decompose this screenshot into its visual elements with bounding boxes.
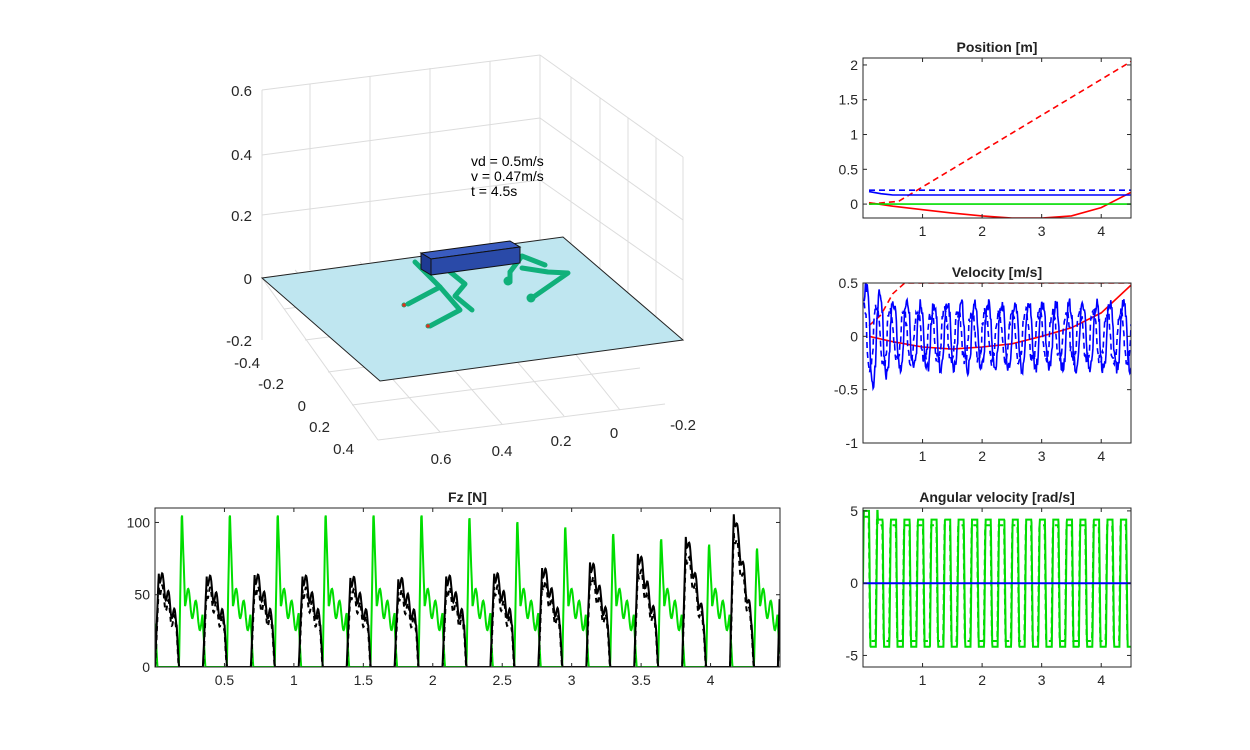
x-tick: 0.4	[492, 443, 513, 460]
x-tick-label: 1.5	[354, 672, 374, 688]
x-tick-label: 4	[1097, 223, 1105, 239]
robot-3d-scene[interactable]: vd = 0.5m/s v = 0.47m/s t = 4.5s 0.6 0.4…	[226, 54, 696, 468]
x-tick-label: 2.5	[492, 672, 512, 688]
y-tick-label: 0	[850, 196, 858, 212]
x-tick-label: 3	[1038, 223, 1046, 239]
axes-box	[862, 282, 1132, 444]
y-tick-label: -0.5	[834, 382, 858, 398]
plot-title: Angular velocity [rad/s]	[919, 489, 1075, 505]
axes-box	[154, 507, 781, 668]
y-tick-label: 100	[127, 514, 151, 530]
x-tick-label: 1	[919, 448, 927, 464]
x-tick-label: 3	[568, 672, 576, 688]
x-tick-label: 2	[978, 448, 986, 464]
z-axis-ticks: 0.6 0.4 0.2 0 -0.2	[226, 83, 252, 350]
x-tick-label: 3.5	[631, 672, 651, 688]
velocity-annotation: vd = 0.5m/s v = 0.47m/s t = 4.5s	[471, 153, 544, 199]
y-tick: -0.2	[258, 376, 284, 393]
y-axis-ticks: -0.4 -0.2 0 0.2 0.4	[234, 355, 354, 458]
fz-plot[interactable]: 0.5 1 1.5 2 2.5 3 3.5 4 0 50 100 Fz [N]	[127, 489, 781, 688]
annotation-t: t = 4.5s	[471, 183, 517, 199]
z-tick: 0.2	[231, 208, 252, 225]
x-tick-label: 3	[1038, 448, 1046, 464]
leg-front-right	[507, 253, 548, 275]
axes-box	[862, 57, 1132, 219]
angular-velocity-plot[interactable]: 1 2 3 4 -5 0 5 Angular velocity [rad/s]	[846, 489, 1132, 688]
plot-series-group	[868, 60, 1131, 218]
y-tick-label: 5	[850, 503, 858, 519]
y-tick-label: 0	[850, 575, 858, 591]
x-axis-ticks: 0.6 0.4 0.2 0 -0.2	[431, 417, 696, 468]
plot-title: Velocity [m/s]	[952, 264, 1042, 280]
series-line-1	[863, 515, 1131, 642]
y-tick: 0.4	[333, 441, 354, 458]
x-tick: 0	[610, 425, 618, 442]
series-line-1	[155, 514, 780, 667]
plot-series-group	[155, 514, 780, 667]
z-tick: 0.6	[231, 83, 252, 100]
x-tick-label: 1	[290, 672, 298, 688]
x-tick-label: 1	[919, 672, 927, 688]
robot-foot-markers	[402, 303, 430, 328]
leg-rear-left	[435, 259, 475, 313]
x-tick: 0.2	[551, 433, 572, 450]
y-tick-label: 1.5	[839, 92, 859, 108]
plot-title: Position [m]	[957, 39, 1038, 55]
z-tick: 0	[244, 271, 252, 288]
series-line-1	[868, 191, 1131, 218]
y-tick-label: 50	[134, 587, 150, 603]
position-plot[interactable]: 1 2 3 4 0 0.5 1 1.5 2 Position [m]	[839, 39, 1132, 239]
series-line-2	[863, 283, 1131, 392]
y-tick: 0.2	[309, 419, 330, 436]
x-tick-label: 4	[1097, 448, 1105, 464]
series-line-3	[863, 302, 1131, 373]
z-tick: 0.4	[231, 147, 252, 164]
leg-rear-right	[519, 265, 571, 301]
x-tick-label: 2	[978, 223, 986, 239]
x-tick-label: 1	[919, 223, 927, 239]
z-tick: -0.2	[226, 333, 252, 350]
series-line-0	[868, 60, 1131, 205]
y-tick-label: 0.5	[839, 161, 859, 177]
robot-body	[419, 240, 522, 276]
plot-series-group	[863, 283, 1131, 392]
annotation-v: v = 0.47m/s	[471, 168, 544, 184]
y-tick-label: 2	[850, 57, 858, 73]
x-tick-label: 3	[1038, 672, 1046, 688]
y-tick-label: 0.5	[839, 275, 859, 291]
y-tick-label: 0	[142, 659, 150, 675]
x-tick-label: 4	[1097, 672, 1105, 688]
y-tick: 0	[298, 398, 306, 415]
plot-title: Fz [N]	[448, 489, 487, 505]
annotation-vd: vd = 0.5m/s	[471, 153, 544, 169]
y-tick-label: -5	[846, 647, 859, 663]
y-tick-label: -1	[846, 435, 859, 451]
plot-series-group	[863, 509, 1131, 648]
y-tick-label: 1	[850, 127, 858, 143]
series-line-3	[868, 190, 1131, 196]
x-tick-label: 2	[429, 672, 437, 688]
x-tick-label: 0.5	[215, 672, 235, 688]
x-tick: 0.6	[431, 451, 452, 468]
leg-front-left-lower	[427, 284, 463, 329]
x-tick-label: 4	[707, 672, 715, 688]
series-line-0	[155, 515, 780, 667]
series-line-2	[155, 532, 780, 667]
x-tick-label: 2	[978, 672, 986, 688]
velocity-plot[interactable]: 1 2 3 4 -1 -0.5 0 0.5 Velocity [m/s]	[834, 264, 1132, 464]
axes-box	[862, 507, 1132, 668]
y-tick-label: 0	[850, 328, 858, 344]
y-tick: -0.4	[234, 355, 260, 372]
x-tick: -0.2	[670, 417, 696, 434]
